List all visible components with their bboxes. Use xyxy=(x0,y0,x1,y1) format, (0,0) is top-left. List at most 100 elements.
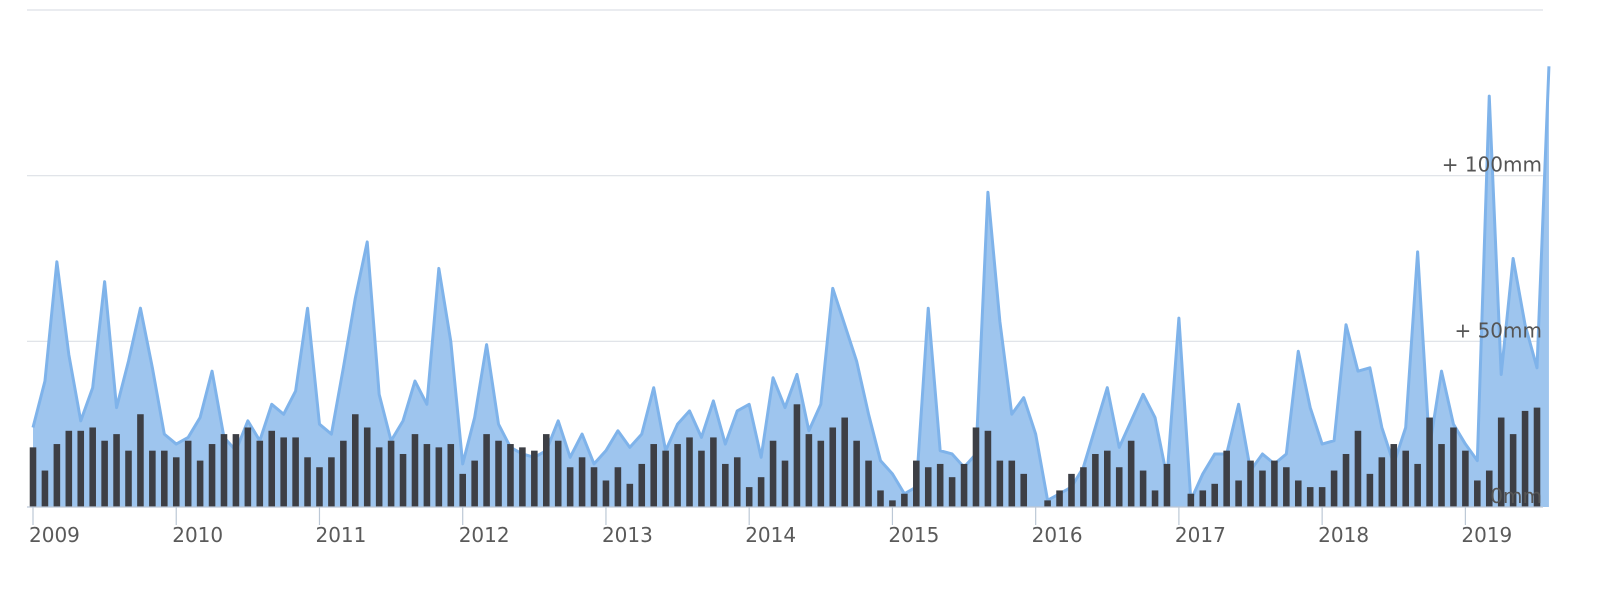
bar xyxy=(1199,490,1207,507)
bar xyxy=(733,457,741,507)
x-tick-label: 2010 xyxy=(172,523,223,547)
bar xyxy=(1259,470,1266,507)
bar xyxy=(507,444,514,507)
bar xyxy=(984,430,992,507)
bar xyxy=(256,440,264,507)
bar xyxy=(1342,453,1350,507)
bar xyxy=(638,463,646,507)
bar xyxy=(1283,467,1290,507)
bar xyxy=(578,457,586,507)
bar xyxy=(53,444,61,507)
bar xyxy=(710,437,717,507)
x-tick-label: 2009 xyxy=(29,523,80,547)
bar xyxy=(1330,470,1338,507)
y-tick-label: + 50mm xyxy=(1454,318,1542,342)
x-tick-label: 2012 xyxy=(459,523,510,547)
y-axis-labels: 0mm + 50mm + 100mm xyxy=(1442,153,1542,508)
bar xyxy=(399,453,407,507)
bar xyxy=(1474,480,1481,507)
x-tick-label: 2016 xyxy=(1032,523,1083,547)
bar xyxy=(1450,427,1457,507)
bar xyxy=(161,450,168,507)
bar xyxy=(948,477,956,507)
bar xyxy=(1115,467,1123,507)
bar xyxy=(1306,487,1314,507)
bar xyxy=(602,480,610,507)
bar xyxy=(1163,463,1171,507)
bar xyxy=(1414,463,1421,507)
bar xyxy=(471,460,478,507)
bar xyxy=(1509,434,1517,507)
bar xyxy=(41,470,49,507)
bar xyxy=(352,414,359,507)
bar xyxy=(722,463,729,507)
bar xyxy=(208,444,216,507)
area-fill xyxy=(33,66,1549,507)
bar xyxy=(375,447,383,507)
bar xyxy=(805,434,813,507)
bar xyxy=(459,473,466,507)
x-tick-label: 2015 xyxy=(888,523,939,547)
x-tick-label: 2014 xyxy=(745,523,796,547)
bar xyxy=(531,450,538,507)
bar xyxy=(662,450,669,507)
bar xyxy=(841,417,848,507)
grid-layer xyxy=(27,9,1543,342)
bar xyxy=(1390,444,1398,507)
bar xyxy=(960,463,968,507)
bar xyxy=(1151,490,1159,507)
bar xyxy=(686,437,693,507)
bar xyxy=(435,447,443,507)
bar xyxy=(89,427,96,507)
bar xyxy=(1056,490,1063,507)
bar xyxy=(1235,480,1242,507)
bar xyxy=(411,434,419,507)
bar xyxy=(447,444,455,507)
area-series xyxy=(31,66,1551,507)
bar xyxy=(232,434,240,507)
bar xyxy=(1294,480,1302,507)
bar xyxy=(1462,450,1469,507)
x-tick-label: 2019 xyxy=(1461,523,1512,547)
bar xyxy=(1104,450,1111,507)
bar xyxy=(316,467,323,507)
bar xyxy=(172,457,180,507)
bar xyxy=(29,447,37,507)
bar xyxy=(853,440,860,507)
bar xyxy=(483,434,490,507)
area-line xyxy=(31,66,1551,502)
bar xyxy=(363,427,371,507)
bar xyxy=(924,467,932,507)
bar xyxy=(268,430,276,507)
bar xyxy=(423,444,431,507)
bar xyxy=(781,460,789,507)
bar xyxy=(495,440,502,507)
y-tick-label: + 100mm xyxy=(1442,153,1542,177)
bar xyxy=(1068,473,1075,507)
bar xyxy=(519,447,526,507)
bar xyxy=(113,434,120,507)
bar xyxy=(1127,440,1135,507)
bar xyxy=(554,440,562,507)
bar xyxy=(77,430,85,507)
x-axis: 2009 2010 2011 2012 2013 2014 2015 2016 2017 2018… xyxy=(27,506,1543,547)
bar xyxy=(196,460,204,507)
bar xyxy=(292,437,299,507)
bar xyxy=(101,440,108,507)
bar xyxy=(698,450,705,507)
bar xyxy=(1139,470,1147,507)
bar xyxy=(1497,417,1505,507)
bar xyxy=(542,434,550,507)
bar xyxy=(1247,460,1254,507)
bar xyxy=(387,440,395,507)
x-tick-label: 2013 xyxy=(602,523,653,547)
bar xyxy=(913,460,920,507)
bar xyxy=(793,404,801,507)
bar xyxy=(125,450,132,507)
x-tick-label: 2018 xyxy=(1318,523,1369,547)
bar xyxy=(1426,417,1433,507)
bar xyxy=(1080,467,1087,507)
bar xyxy=(328,457,335,507)
bar xyxy=(340,440,347,507)
